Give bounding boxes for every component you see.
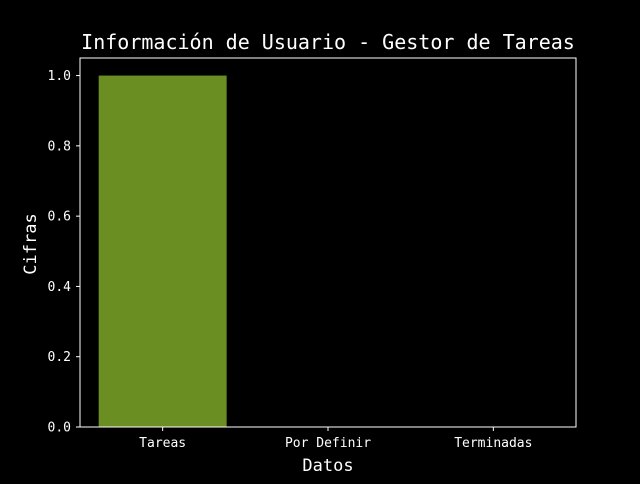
y-tick-label: 0.2 bbox=[48, 350, 71, 365]
y-tick-label: 0.0 bbox=[48, 421, 71, 436]
x-axis-label: Datos bbox=[302, 456, 353, 476]
bar-tareas bbox=[98, 75, 227, 428]
y-tick-label: 0.6 bbox=[48, 210, 71, 225]
plot-area: Tareas Por Definir Terminadas 0.0 0.2 0.4 0.6 0… bbox=[48, 57, 577, 451]
x-tick-label: Por Definir bbox=[285, 436, 371, 451]
y-axis-label: Cifras bbox=[21, 213, 41, 274]
y-tick-label: 0.4 bbox=[48, 280, 72, 295]
x-tick-label: Tareas bbox=[139, 436, 186, 451]
y-tick-label: 1.0 bbox=[48, 69, 71, 84]
axes-frame bbox=[79, 57, 577, 428]
chart-title: Información de Usuario - Gestor de Tarea… bbox=[81, 30, 575, 54]
x-tick-label: Terminadas bbox=[454, 436, 532, 451]
y-tick-label: 0.8 bbox=[48, 139, 71, 154]
